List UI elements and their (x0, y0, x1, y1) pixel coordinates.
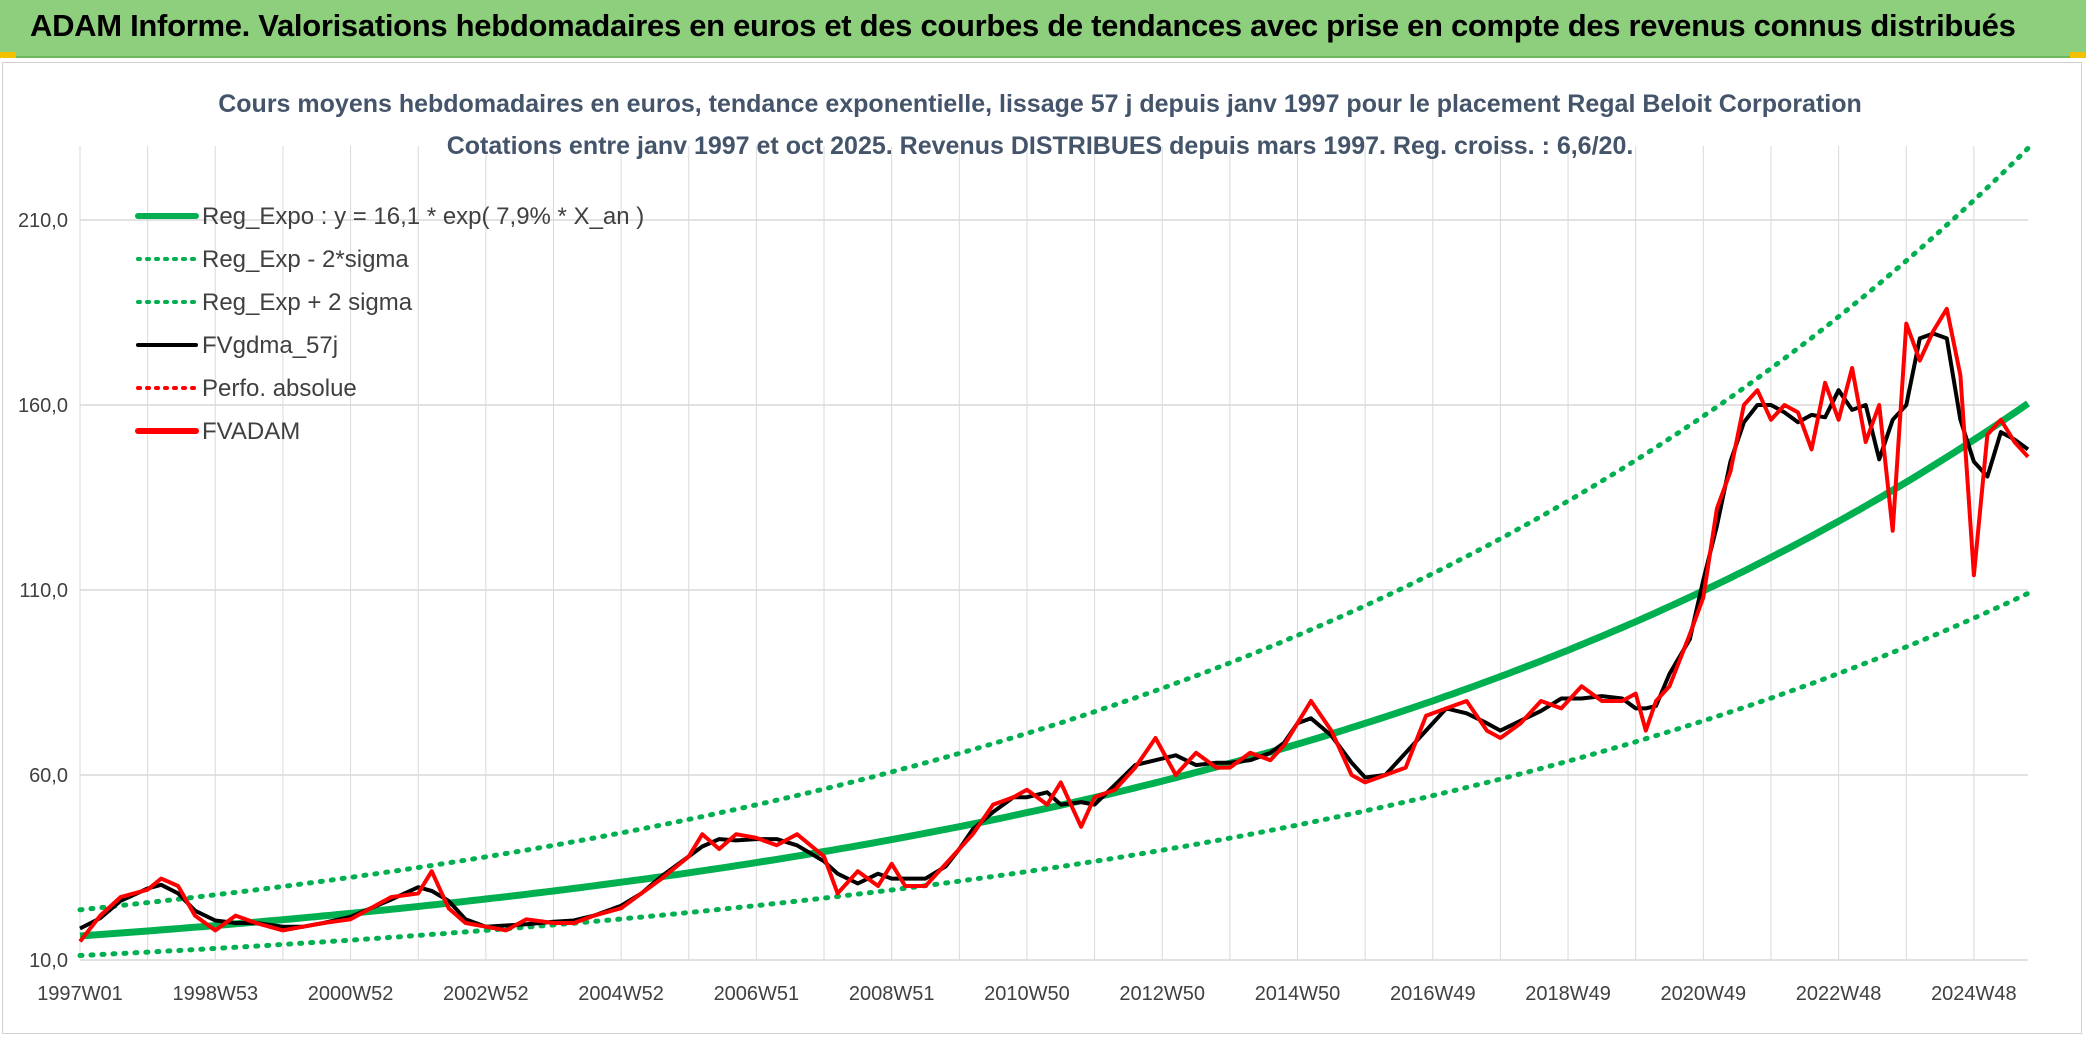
chart-subtitle: Cotations entre janv 1997 et oct 2025. R… (447, 132, 1634, 160)
x-tick-label: 2014W50 (1255, 983, 1341, 1005)
x-tick-label: 2024W48 (1931, 983, 2017, 1005)
x-tick-label: 2016W49 (1390, 983, 1476, 1005)
x-tick-label: 2010W50 (984, 983, 1070, 1005)
x-tick-label: 2012W50 (1119, 983, 1205, 1005)
x-tick-label: 2018W49 (1525, 983, 1611, 1005)
x-tick-label: 2020W49 (1661, 983, 1747, 1005)
legend-label: Reg_Exp - 2*sigma (202, 246, 409, 273)
reg-lower-line (77, 590, 2031, 958)
legend-label: FVgdma_57j (202, 332, 338, 359)
report-banner: ADAM Informe. Valorisations hebdomadaire… (0, 0, 2086, 58)
x-axis: 1997W01 1998W53 2000W52 2002W52 2004W52 2006W… (37, 983, 2017, 1005)
report-title: ADAM Informe. Valorisations hebdomadaire… (30, 8, 2016, 43)
banner-accent-right (2070, 52, 2086, 58)
reg-upper-line (77, 145, 2031, 913)
chart-title: Cours moyens hebdomadaires en euros, ten… (218, 90, 1862, 118)
y-tick-label: 160,0 (18, 395, 68, 417)
x-tick-label: 2022W48 (1796, 983, 1882, 1005)
legend-label: Reg_Expo : y = 16,1 * exp( 7,9% * X_an ) (202, 203, 644, 230)
fvgdma-line (79, 331, 2030, 931)
legend-label: FVADAM (202, 418, 300, 445)
x-tick-label: 2006W51 (714, 983, 800, 1005)
chart-legend: Reg_Expo : y = 16,1 * exp( 7,9% * X_an )… (135, 203, 644, 445)
legend-label: Reg_Exp + 2 sigma (202, 289, 413, 316)
y-tick-label: 110,0 (19, 580, 68, 602)
y-axis: 10,0 60,0 110,0 160,0 210,0 (18, 210, 68, 972)
x-tick-label: 2000W52 (308, 983, 394, 1005)
x-tick-label: 1998W53 (172, 983, 258, 1005)
y-tick-label: 60,0 (29, 765, 68, 787)
x-tick-label: 2004W52 (578, 983, 664, 1005)
x-tick-label: 2008W51 (849, 983, 935, 1005)
fvadam-line (78, 306, 2030, 943)
banner-accent-left (0, 52, 16, 58)
legend-label: Perfo. absolue (202, 375, 357, 402)
chart-frame (2, 62, 2082, 1034)
x-tick-label: 2002W52 (443, 983, 529, 1005)
reg-expo-line (79, 400, 2030, 940)
y-tick-label: 210,0 (18, 210, 68, 232)
chart-series (77, 145, 2031, 958)
x-tick-label: 1997W01 (37, 983, 123, 1005)
y-tick-label: 10,0 (29, 950, 68, 972)
